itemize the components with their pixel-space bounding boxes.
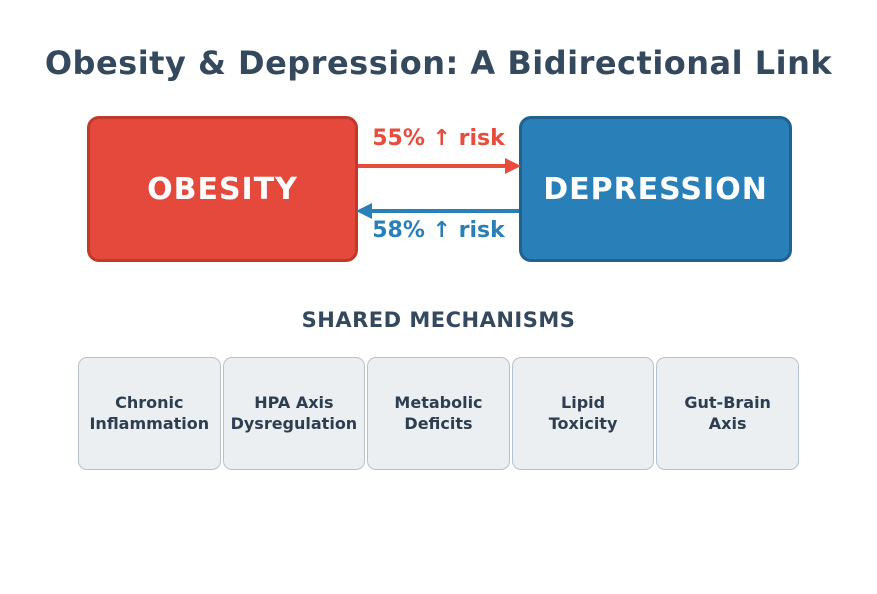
obesity-to-depression-risk-label: 55% ↑ risk	[372, 126, 505, 151]
mechanisms-row: Chronic Inflammation HPA Axis Dysregulat…	[78, 357, 799, 470]
mechanism-card-metabolic-deficits: Metabolic Deficits	[367, 357, 510, 470]
mechanism-card-chronic-inflammation: Chronic Inflammation	[78, 357, 221, 470]
arrow-obesity-to-depression-icon	[358, 158, 521, 174]
obesity-node: OBESITY	[87, 116, 358, 262]
mechanism-label: Metabolic Deficits	[394, 392, 483, 433]
mechanism-label: Chronic Inflammation	[89, 392, 210, 433]
depression-to-obesity-risk-label: 58% ↑ risk	[372, 218, 505, 243]
bidirectional-arrows	[356, 158, 521, 219]
mechanism-label: HPA Axis Dysregulation	[230, 392, 358, 433]
mechanism-card-hpa-axis: HPA Axis Dysregulation	[222, 357, 366, 470]
mechanism-label: Gut-Brain Axis	[684, 392, 771, 433]
mechanism-card-gut-brain-axis: Gut-Brain Axis	[656, 357, 799, 470]
depression-node-label: DEPRESSION	[543, 171, 768, 207]
shared-mechanisms-heading: SHARED MECHANISMS	[301, 308, 576, 332]
page-title: Obesity & Depression: A Bidirectional Li…	[44, 44, 833, 82]
depression-node: DEPRESSION	[519, 116, 792, 262]
mechanism-label: Lipid Toxicity	[548, 392, 618, 433]
mechanism-card-lipid-toxicity: Lipid Toxicity	[511, 357, 655, 470]
arrow-depression-to-obesity-icon	[356, 203, 519, 219]
obesity-node-label: OBESITY	[147, 171, 298, 207]
